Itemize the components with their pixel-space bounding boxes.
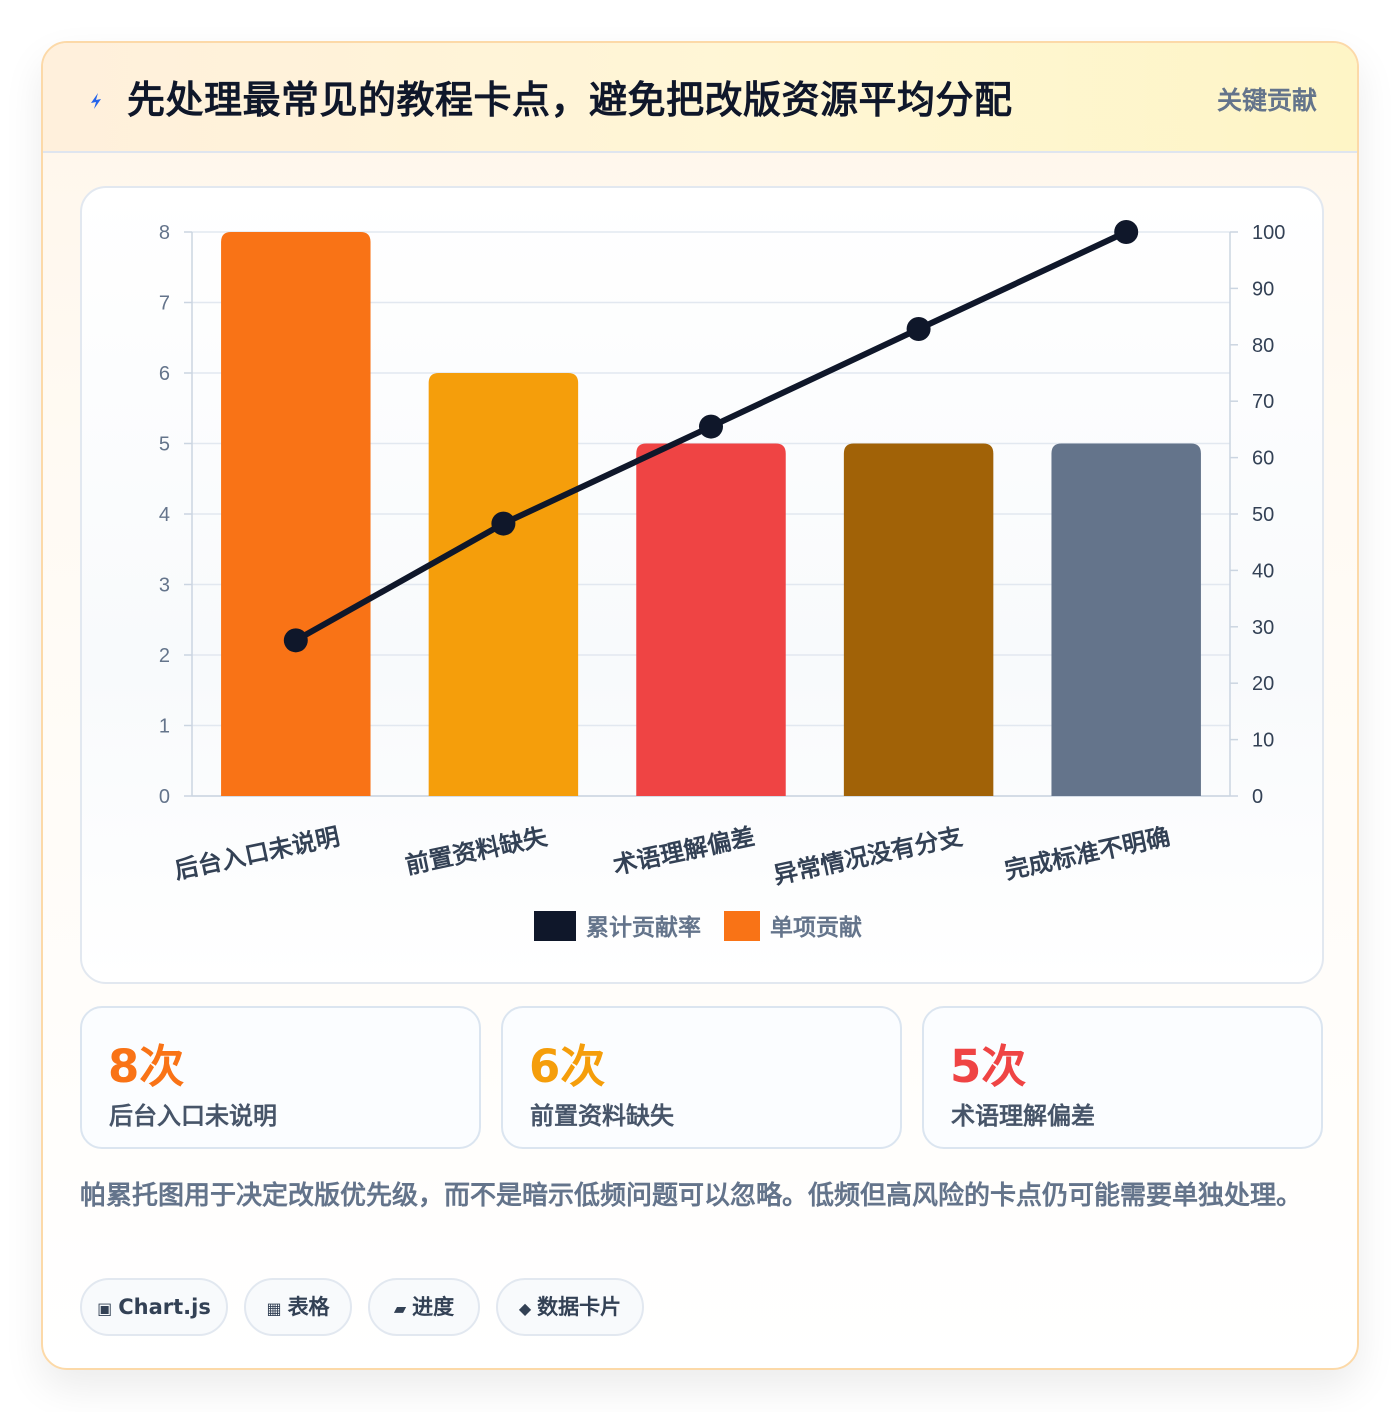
legend-swatch <box>534 911 576 941</box>
cumulative-point <box>906 317 931 342</box>
footnote: 帕累托图用于决定改版优先级，而不是暗示低频问题可以忽略。低频但高风险的卡点仍可能… <box>80 1181 1303 1211</box>
stat-value: 5次 <box>950 1040 1027 1093</box>
stat-card-3: 5次 术语理解偏差 <box>922 1006 1323 1149</box>
progress-icon: ▰ <box>393 1299 407 1318</box>
y2-tick-label: 10 <box>1252 730 1274 752</box>
chip-label: 进度 <box>412 1295 455 1319</box>
y-tick-label: 8 <box>159 222 170 244</box>
x-tick-label: 异常情况没有分支 <box>771 822 966 890</box>
y2-tick-label: 40 <box>1252 560 1274 582</box>
stat-cards: 8次 后台入口未说明 6次 前置资料缺失 5次 术语理解偏差 <box>80 1006 1324 1149</box>
y2-tick-label: 100 <box>1252 222 1285 244</box>
cumulative-point <box>491 511 516 536</box>
y-tick-label: 1 <box>159 716 170 738</box>
cumulative-point <box>283 628 308 653</box>
bar <box>221 232 371 796</box>
y2-tick-label: 70 <box>1252 391 1274 413</box>
header-tag: 关键贡献 <box>1216 86 1317 115</box>
chip-data-card[interactable]: ◆ 数据卡片 <box>496 1278 644 1336</box>
y-tick-label: 2 <box>159 645 170 667</box>
lightning-bolt-icon <box>91 93 101 109</box>
chip-label: 表格 <box>287 1295 330 1319</box>
x-tick-label: 完成标准不明确 <box>1002 822 1172 884</box>
stat-label: 前置资料缺失 <box>530 1102 674 1130</box>
bar <box>428 373 579 796</box>
chip-label: Chart.js <box>118 1295 211 1319</box>
stat-label: 术语理解偏差 <box>951 1102 1095 1130</box>
y-tick-label: 7 <box>159 293 170 315</box>
bar <box>843 443 994 796</box>
y2-tick-label: 30 <box>1252 617 1274 639</box>
table-icon: ▦ <box>266 1299 282 1318</box>
chart-panel: 0 1 2 3 4 5 6 7 8 0 10 20 30 40 50 60 70 80 90 100 后台入口未说明 前置… <box>80 186 1324 984</box>
y2-tick-label: 20 <box>1252 673 1274 695</box>
stat-card-2: 6次 前置资料缺失 <box>501 1006 902 1149</box>
bar <box>1051 443 1201 796</box>
y2-tick-label: 0 <box>1252 786 1263 808</box>
legend-label: 单项贡献 <box>770 915 862 941</box>
stat-label: 后台入口未说明 <box>109 1102 277 1130</box>
y-tick-label: 6 <box>159 363 170 385</box>
chip-progress[interactable]: ▰ 进度 <box>368 1278 480 1336</box>
stat-value: 6次 <box>529 1040 606 1093</box>
page-title: 先处理最常见的教程卡点，避免把改版资源平均分配 <box>127 78 1013 122</box>
y2-tick-label: 80 <box>1252 335 1274 357</box>
y2-tick-label: 60 <box>1252 448 1274 470</box>
cumulative-point <box>699 414 723 439</box>
legend-swatch <box>724 911 760 941</box>
x-tick-label: 前置资料缺失 <box>403 822 551 880</box>
legend-label: 累计贡献率 <box>586 914 701 941</box>
y2-tick-label: 50 <box>1252 504 1274 526</box>
chip-label: 数据卡片 <box>537 1295 622 1319</box>
y2-tick-label: 90 <box>1252 278 1274 300</box>
chip-table[interactable]: ▦ 表格 <box>244 1278 352 1336</box>
stat-value: 8次 <box>108 1040 185 1093</box>
chart-icon: ▣ <box>97 1299 113 1318</box>
chip-chartjs[interactable]: ▣ Chart.js <box>80 1278 228 1336</box>
diamond-icon: ◆ <box>518 1299 532 1318</box>
bar <box>636 443 786 796</box>
y-tick-label: 0 <box>159 786 170 808</box>
card-header: 先处理最常见的教程卡点，避免把改版资源平均分配 关键贡献 <box>43 43 1357 153</box>
stat-card-1: 8次 后台入口未说明 <box>80 1006 481 1149</box>
x-tick-label: 术语理解偏差 <box>611 822 758 879</box>
cumulative-point <box>1114 220 1139 244</box>
x-tick-label: 后台入口未说明 <box>172 822 342 884</box>
y-tick-label: 5 <box>159 434 170 456</box>
y-tick-label: 3 <box>159 575 170 597</box>
y-tick-label: 4 <box>159 504 170 526</box>
